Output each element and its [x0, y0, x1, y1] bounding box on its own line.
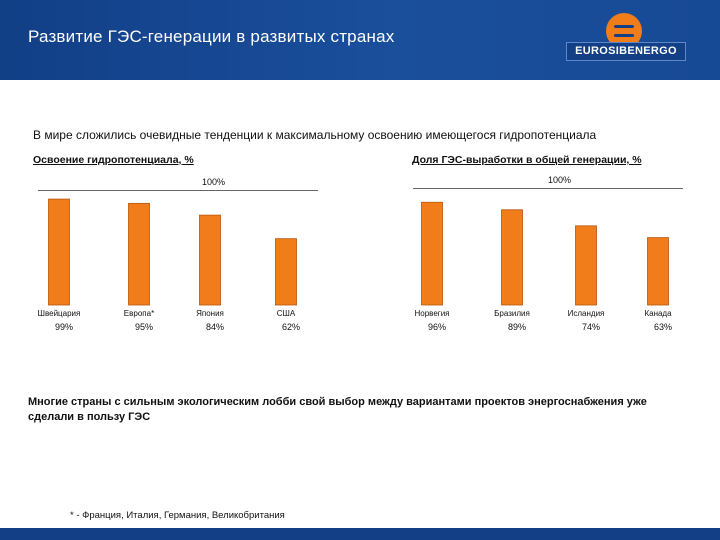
right-chart-scale-label: 100% [548, 175, 572, 185]
left-chart-bar [48, 198, 70, 306]
right-chart-category-label: Бразилия [494, 309, 530, 318]
left-chart-category-label: Европа* [124, 309, 154, 318]
left-chart-bar [275, 238, 297, 306]
bottom-note: Многие страны с сильным экологическим ло… [28, 396, 647, 423]
left-chart-scale-label: 100% [202, 177, 226, 187]
left-chart-value-label: 99% [55, 322, 73, 332]
left-chart-category-label: Швейцария [38, 309, 81, 318]
left-chart-value-label: 95% [135, 322, 153, 332]
footnote: * - Франция, Италия, Германия, Великобри… [70, 510, 285, 521]
footer-bar [0, 528, 720, 540]
left-chart-bar [128, 202, 150, 306]
left-chart-top-line [38, 190, 318, 191]
right-chart-category-label: Норвегия [414, 309, 449, 318]
subtitle: В мире сложились очевидные тенденции к м… [33, 128, 597, 142]
right-chart-bar [647, 237, 669, 306]
left-chart-category-label: Япония [196, 309, 224, 318]
right-chart-title: Доля ГЭС-выработки в общей генерации, % [412, 154, 642, 166]
logo-text: EUROSIBENERGO [566, 42, 686, 61]
right-chart-value-label: 63% [654, 322, 672, 332]
right-chart-bar [575, 225, 597, 306]
right-chart-value-label: 89% [508, 322, 526, 332]
right-chart-bar [421, 201, 443, 306]
right-chart-top-line [413, 188, 683, 189]
right-chart-bar [501, 209, 523, 306]
right-chart-value-label: 74% [582, 322, 600, 332]
header-bar: Развитие ГЭС-генерации в развитых страна… [0, 0, 720, 80]
right-chart-category-label: Канада [644, 309, 672, 318]
left-chart-title: Освоение гидропотенциала, % [33, 154, 194, 166]
left-chart-bar [199, 214, 221, 306]
left-chart-value-label: 62% [282, 322, 300, 332]
left-chart-category-label: США [277, 309, 296, 318]
right-chart-category-label: Исландия [568, 309, 605, 318]
page-title: Развитие ГЭС-генерации в развитых страна… [28, 27, 395, 46]
right-chart-value-label: 96% [428, 322, 446, 332]
left-chart-value-label: 84% [206, 322, 224, 332]
